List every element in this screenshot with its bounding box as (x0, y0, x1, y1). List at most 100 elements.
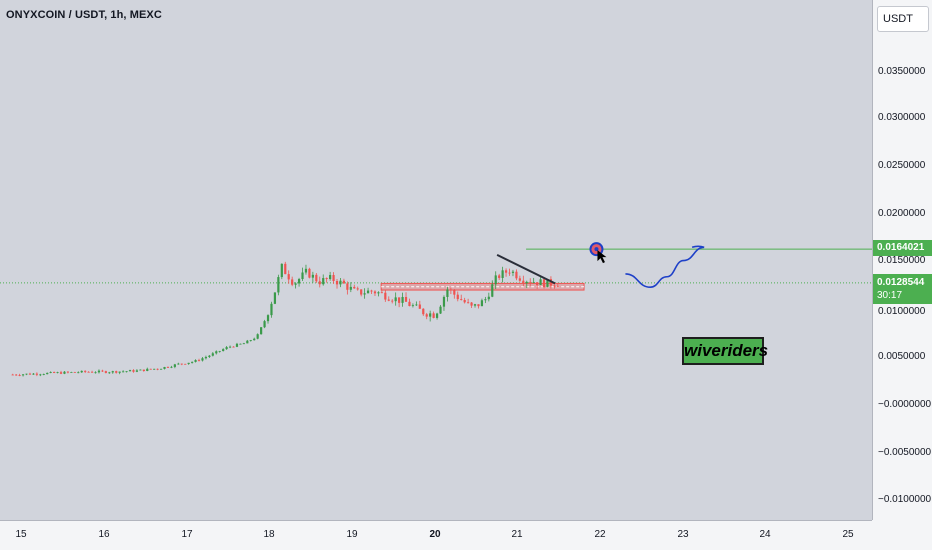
candle-body (504, 270, 508, 273)
candle-body (256, 334, 259, 339)
x-tick-label: 19 (346, 529, 358, 540)
candle-body (18, 375, 21, 376)
time-axis[interactable] (0, 520, 872, 550)
candle-body (135, 370, 139, 372)
candle-body (322, 278, 325, 285)
y-tick-label: 0.0200000 (878, 208, 926, 219)
bar-countdown: 30:17 (877, 290, 903, 301)
price-chart[interactable] (0, 0, 872, 520)
candle-body (191, 361, 194, 363)
candle-body (87, 371, 90, 373)
candle-body (180, 363, 183, 365)
candle-body (94, 372, 97, 374)
candle-body (53, 371, 56, 373)
candle-body (263, 321, 266, 328)
candle-body (242, 343, 245, 345)
candle-body (39, 374, 42, 376)
candle-body (418, 304, 421, 309)
candle-body (208, 355, 211, 357)
candle-body (318, 281, 321, 285)
currency-button[interactable]: USDT (877, 6, 929, 32)
candle-body (249, 340, 252, 341)
candle-body (480, 300, 484, 307)
y-tick-label: 0.0300000 (878, 112, 926, 123)
candle-body (335, 281, 339, 285)
candle-body (49, 371, 52, 373)
candle-body (159, 368, 163, 370)
candle-body (239, 343, 242, 345)
candle-body (311, 274, 314, 278)
candle-body (553, 285, 556, 287)
candle-body (204, 356, 208, 359)
candle-body (97, 370, 101, 373)
candle-body (411, 305, 415, 307)
candle-body (177, 363, 180, 365)
candle-body (473, 304, 477, 306)
x-tick-label: 24 (759, 529, 771, 540)
candle-body (339, 280, 342, 285)
candle-body (398, 297, 401, 303)
candle-body (184, 363, 187, 365)
candle-body (304, 268, 308, 273)
candle-body (366, 290, 370, 294)
candle-body (197, 360, 201, 361)
candle-body (453, 290, 456, 295)
candle-body (70, 371, 73, 373)
candle-body (332, 275, 335, 282)
candle-body (429, 313, 432, 317)
candle-body (515, 271, 518, 279)
candle-body (153, 368, 156, 370)
candle-body (42, 374, 45, 375)
candle-body (111, 371, 114, 373)
candle-body (556, 286, 559, 288)
candle-body (11, 374, 14, 376)
candle-body (284, 263, 287, 275)
candle-body (439, 306, 442, 314)
candle-body (222, 349, 225, 351)
candle-body (77, 372, 80, 374)
x-tick-label: 17 (181, 529, 193, 540)
candle-body (108, 372, 111, 374)
x-tick-label: 23 (677, 529, 689, 540)
candle-body (225, 347, 228, 350)
candle-body (511, 271, 515, 273)
x-tick-label: 20 (429, 529, 441, 540)
candle-body (346, 283, 349, 290)
candle-body (532, 282, 535, 284)
candle-body (467, 302, 470, 304)
candle-body (15, 374, 18, 376)
candle-body (422, 308, 425, 315)
candle-body (291, 279, 294, 285)
candle-body (432, 313, 435, 318)
candle-body (460, 299, 463, 300)
current-price-value: 0.0128544 (877, 277, 925, 288)
candle-body (536, 282, 539, 286)
candle-body (435, 313, 439, 318)
candle-body (246, 340, 249, 344)
candle-body (132, 370, 135, 372)
candle-body (260, 327, 263, 335)
candle-body (456, 294, 459, 300)
candle-body (308, 268, 311, 278)
x-tick-label: 21 (511, 529, 523, 540)
candle-body (522, 280, 525, 284)
candle-body (280, 263, 283, 278)
candle-body (425, 314, 428, 317)
candle-body (187, 362, 190, 364)
y-tick-label: 0.0100000 (878, 306, 926, 317)
projection-curve (625, 245, 705, 289)
candle-body (253, 338, 256, 341)
candle-body (194, 360, 197, 362)
candle-body (46, 372, 49, 375)
candle-body (380, 292, 383, 294)
candle-body (173, 364, 176, 367)
candle-body (142, 369, 145, 372)
candle-body (287, 274, 290, 280)
candle-body (215, 351, 218, 354)
candle-body (542, 279, 546, 288)
x-tick-label: 25 (842, 529, 854, 540)
price-axis[interactable] (872, 0, 932, 520)
y-tick-label: 0.0350000 (878, 66, 926, 77)
y-tick-label: −0.0050000 (878, 447, 932, 458)
candle-body (294, 283, 297, 285)
